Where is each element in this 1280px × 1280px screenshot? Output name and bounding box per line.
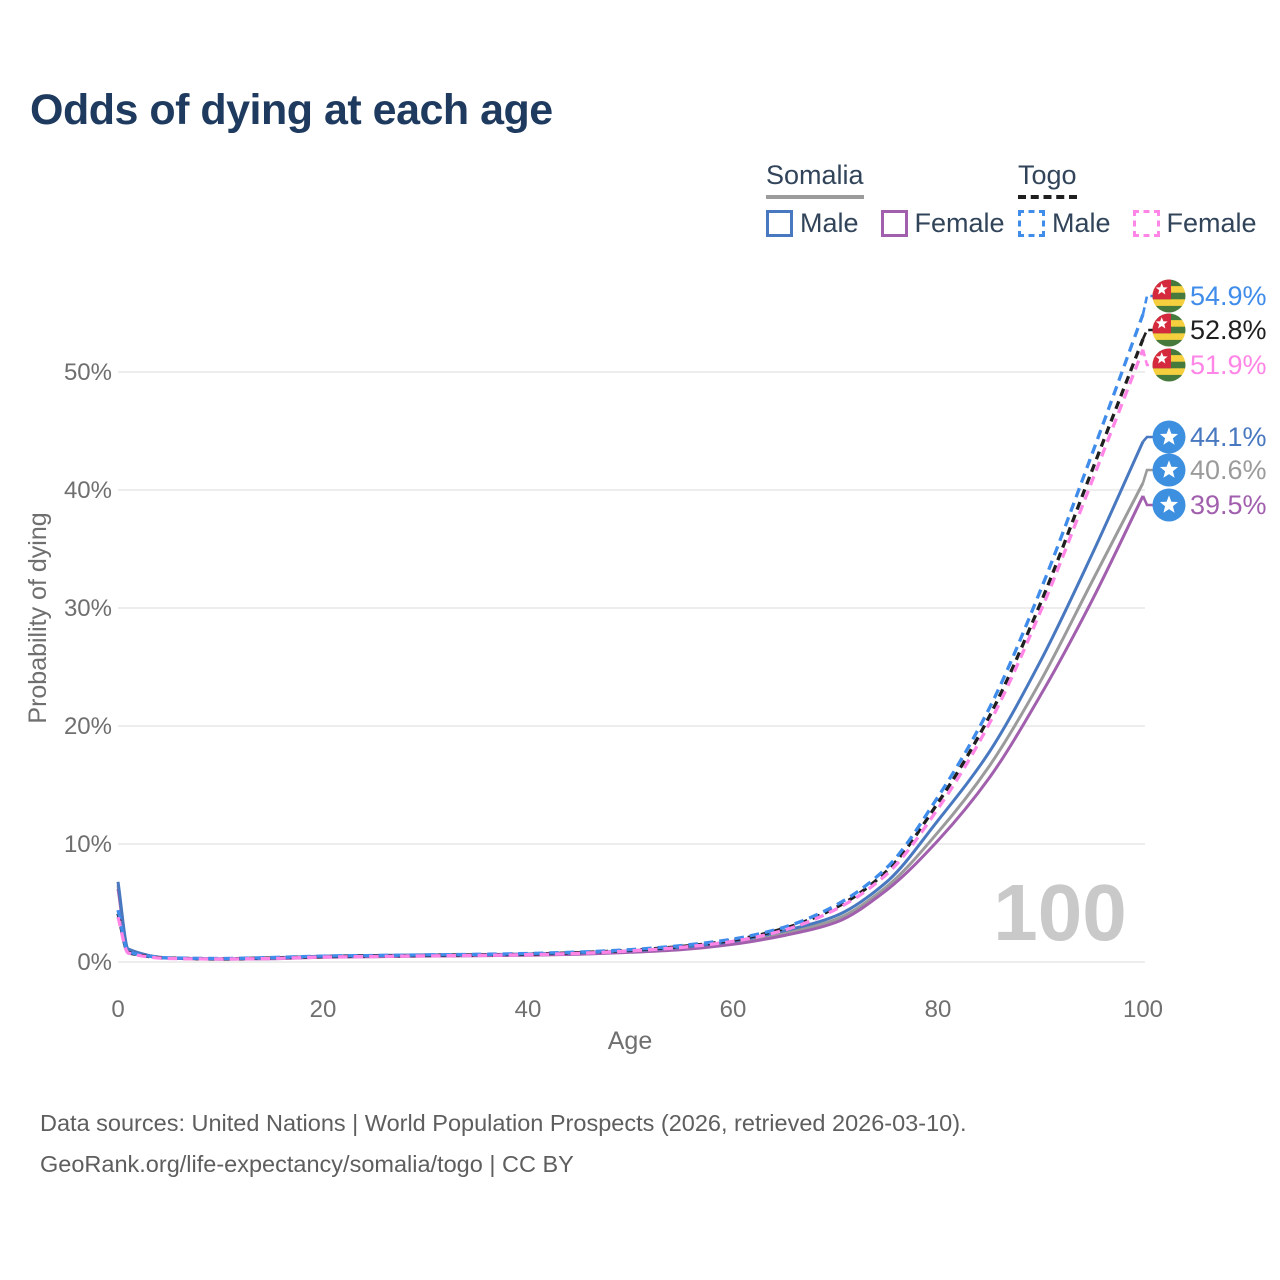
end-label-somalia-male: 44.1% bbox=[1190, 422, 1267, 452]
legend-item-label: Male bbox=[800, 208, 859, 238]
end-label-togo-female: 51.9% bbox=[1190, 350, 1267, 380]
legend-item-togo-female[interactable]: Female bbox=[1132, 208, 1257, 239]
line-togo-female bbox=[116, 349, 1145, 961]
legend-group-togo: Togo Male Female bbox=[1018, 160, 1279, 239]
connector-somalia-female bbox=[1141, 495, 1153, 507]
legend-item-label: Male bbox=[1052, 208, 1111, 238]
page-title: Odds of dying at each age bbox=[30, 86, 553, 134]
connector-togo-male bbox=[1141, 294, 1153, 315]
connector-togo-female bbox=[1141, 349, 1153, 367]
legend-item-togo-male[interactable]: Male bbox=[1018, 208, 1111, 239]
somalia-flag-icon bbox=[1152, 488, 1186, 522]
end-label-somalia-female: 39.5% bbox=[1190, 490, 1267, 520]
footer: Data sources: United Nations | World Pop… bbox=[40, 1103, 1250, 1185]
y-tick-20: 20% bbox=[64, 713, 112, 740]
x-tick-0: 0 bbox=[111, 996, 124, 1023]
end-label-togo-male: 54.9% bbox=[1190, 281, 1267, 311]
legend-group-title-somalia: Somalia bbox=[766, 160, 864, 199]
x-tick-80: 80 bbox=[925, 996, 952, 1023]
gridlines bbox=[118, 371, 1145, 963]
x-tick-40: 40 bbox=[515, 996, 542, 1023]
connector-togo-both bbox=[1141, 328, 1153, 340]
legend-item-somalia-female[interactable]: Female bbox=[880, 208, 1005, 239]
somalia-female-swatch-icon bbox=[880, 210, 908, 237]
chart-legend: Somalia Male Female Togo Male Female bbox=[0, 160, 1280, 250]
y-tick-30: 30% bbox=[64, 595, 112, 622]
y-tick-40: 40% bbox=[64, 477, 112, 504]
togo-male-swatch-icon bbox=[1018, 210, 1045, 237]
togo-flag-icon bbox=[1152, 348, 1186, 382]
legend-item-label: Female bbox=[1166, 208, 1257, 238]
legend-item-label: Female bbox=[914, 208, 1005, 238]
legend-group-somalia: Somalia Male Female bbox=[766, 160, 1027, 239]
connector-somalia-both bbox=[1141, 468, 1153, 484]
end-label-togo-both: 52.8% bbox=[1190, 315, 1267, 345]
x-tick-100: 100 bbox=[1123, 996, 1163, 1023]
y-tick-0: 0% bbox=[77, 949, 112, 976]
somalia-male-swatch-icon bbox=[766, 210, 793, 237]
y-tick-50: 50% bbox=[64, 359, 112, 386]
somalia-flag-icon bbox=[1152, 453, 1186, 487]
line-togo-male bbox=[116, 313, 1145, 961]
attribution-line: GeoRank.org/life-expectancy/somalia/togo… bbox=[40, 1151, 574, 1177]
data-sources-line: Data sources: United Nations | World Pop… bbox=[40, 1110, 967, 1136]
legend-group-title-togo: Togo bbox=[1018, 160, 1077, 199]
age-watermark: 100 bbox=[993, 868, 1126, 957]
line-togo-both bbox=[116, 338, 1145, 961]
x-tick-60: 60 bbox=[720, 996, 747, 1023]
y-axis-tick-labels: 0% 10% 20% 30% 40% 50% bbox=[64, 359, 112, 976]
togo-flag-icon bbox=[1152, 279, 1186, 313]
legend-item-somalia-male[interactable]: Male bbox=[766, 208, 859, 239]
end-label-connectors bbox=[1141, 294, 1153, 507]
x-axis-tick-labels: 0 20 40 60 80 100 bbox=[111, 996, 1163, 1023]
y-axis-label: Probability of dying bbox=[24, 512, 52, 723]
end-label-badges bbox=[1152, 279, 1186, 522]
togo-flag-icon bbox=[1152, 313, 1186, 347]
line-somalia-male bbox=[116, 440, 1145, 961]
x-tick-20: 20 bbox=[310, 996, 337, 1023]
somalia-flag-icon bbox=[1152, 420, 1186, 454]
end-value-labels: 54.9% 52.8% 51.9% 44.1%40.6% 39.5% bbox=[1190, 281, 1267, 520]
togo-female-swatch-icon bbox=[1132, 210, 1160, 237]
y-tick-10: 10% bbox=[64, 831, 112, 858]
x-axis-label: Age bbox=[608, 1027, 652, 1055]
series-lines bbox=[116, 313, 1145, 961]
line-somalia-female bbox=[116, 495, 1145, 961]
end-label-somalia-both: 40.6% bbox=[1190, 455, 1267, 485]
connector-somalia-male bbox=[1142, 435, 1153, 443]
